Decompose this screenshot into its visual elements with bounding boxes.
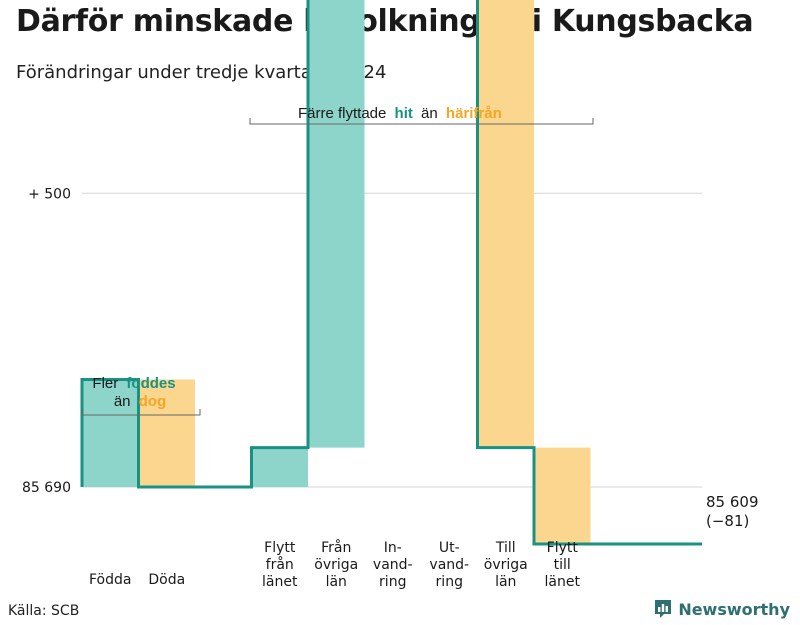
bar-7	[477, 0, 534, 448]
annotation-top-hit: hit	[395, 105, 413, 122]
category-label-5-2: ring	[379, 574, 406, 590]
annotation-top-mid: än	[421, 105, 438, 122]
annotation-left-mid: än	[114, 393, 131, 410]
chart-title: Därför minskade befolkningen i Kungsback…	[16, 4, 754, 39]
category-label-7-0: Till	[495, 540, 516, 556]
category-label-0-0: Födda	[89, 572, 131, 588]
category-label-7-1: övriga	[484, 557, 528, 573]
svg-text:Färre flyttade hit: Färre flyttade hit än härifrån	[298, 105, 502, 122]
labels-layer: Födda DödaFlyttfrånlänetFrånövrigalänIn-v…	[89, 539, 580, 590]
category-label-3-1: från	[266, 556, 294, 573]
annotation-top: Färre flyttade hit än härifrån	[249, 105, 594, 125]
category-label-1-0: Döda	[148, 572, 185, 588]
annotation-left-dog: dog	[139, 393, 167, 410]
annotation-top-harifran: härifrån	[446, 105, 502, 122]
annotation-left-bracket	[81, 409, 201, 416]
newsworthy-icon	[655, 600, 672, 618]
end-value-label: 85 609	[706, 493, 759, 511]
bar-3	[251, 447, 308, 487]
brand-logo[interactable]: Newsworthy	[653, 598, 790, 620]
end-change-label: (−81)	[706, 512, 749, 530]
annotation-left: Fler föddes än dog	[81, 375, 201, 416]
category-label-3-0: Flytt	[264, 540, 296, 556]
bar-0	[82, 379, 139, 487]
svg-text:än dog: än dog	[114, 393, 166, 410]
category-label-7-2: län	[495, 574, 516, 590]
svg-text:Fler föddes: Fler föddes	[92, 375, 175, 392]
category-label-8-1: till	[554, 557, 571, 573]
category-label-6-0: Ut-	[439, 540, 460, 556]
category-label-8-2: länet	[545, 574, 581, 590]
y-tick-label-0: 85 690	[22, 480, 71, 496]
category-label-6-2: ring	[436, 574, 463, 590]
source-note: Källa: SCB	[8, 603, 80, 619]
category-label-5-1: vand-	[373, 557, 413, 573]
bar-8	[534, 447, 591, 544]
category-label-5-0: In-	[384, 540, 402, 556]
category-label-4-0: Från	[321, 539, 351, 556]
category-label-4-1: övriga	[314, 557, 358, 573]
category-label-3-2: länet	[262, 574, 298, 590]
bar-1	[138, 379, 195, 487]
annotation-left-prefix: Fler	[92, 375, 118, 392]
annotation-left-fodda: föddes	[126, 375, 175, 392]
line-layer	[80, 0, 702, 546]
cumulative-step-line	[80, 0, 702, 546]
annotation-top-prefix: Färre flyttade	[298, 105, 386, 122]
brand-name: Newsworthy	[678, 599, 790, 619]
annotation-top-bracket	[249, 118, 594, 125]
chart-subtitle: Förändringar under tredje kvartalet 2024	[16, 62, 387, 83]
y-tick-label-1: + 500	[28, 186, 71, 202]
bars-layer	[82, 0, 591, 544]
bar-4	[308, 0, 365, 448]
category-label-6-1: vand-	[429, 557, 469, 573]
category-label-8-0: Flytt	[547, 540, 579, 556]
category-label-4-2: län	[326, 574, 347, 590]
